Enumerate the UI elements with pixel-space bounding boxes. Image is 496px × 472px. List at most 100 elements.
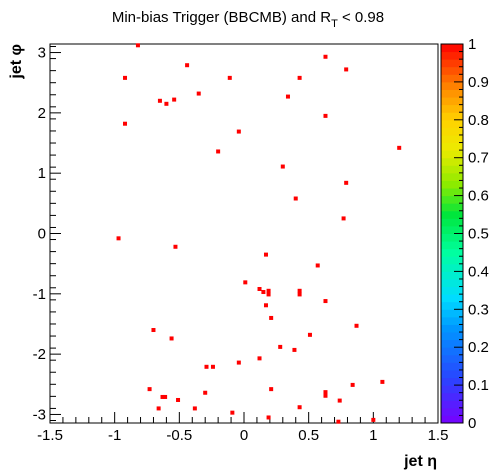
data-point (157, 98, 162, 103)
palette-cell (441, 180, 463, 189)
palette-cell (441, 385, 463, 394)
x-tick-label: -1 (108, 427, 121, 444)
x-tick-label: 1.5 (428, 427, 449, 444)
data-point (297, 405, 302, 410)
data-point (323, 113, 328, 118)
palette-cell (441, 165, 463, 174)
data-point (285, 94, 290, 99)
data-point (278, 344, 283, 349)
data-point (151, 328, 156, 333)
data-point (164, 101, 169, 106)
palette-cell (441, 225, 463, 234)
data-point (297, 75, 302, 80)
palette-cell (441, 142, 463, 151)
palette-tick-label: 0.9 (468, 74, 489, 91)
palette-cell (441, 362, 463, 371)
palette-cell (441, 286, 463, 295)
palette-cell (441, 407, 463, 416)
palette-cell (441, 134, 463, 144)
data-point (263, 252, 268, 257)
data-point (123, 121, 128, 126)
palette-cell (441, 294, 463, 303)
palette-tick-label: 0.3 (468, 301, 489, 318)
palette-cell (441, 271, 463, 280)
data-point (204, 364, 209, 369)
data-point (160, 394, 165, 399)
data-point (337, 398, 342, 403)
palette-cell (441, 400, 463, 409)
data-point (397, 145, 402, 150)
palette-cell (441, 66, 463, 75)
y-tick-label: -1 (33, 286, 46, 303)
data-point (323, 299, 328, 304)
y-tick-label: -3 (33, 406, 46, 423)
palette-cell (441, 74, 463, 83)
palette-cell (441, 233, 463, 242)
palette-cell (441, 316, 463, 325)
y-tick-label: -2 (33, 346, 46, 363)
x-tick-label: 0.5 (298, 427, 319, 444)
palette-tick-label: 0.4 (468, 263, 489, 280)
palette-cell (441, 127, 463, 136)
palette-cell (441, 369, 463, 379)
data-point (196, 91, 201, 96)
data-point (227, 75, 232, 80)
data-point (336, 419, 341, 424)
data-point (263, 303, 268, 308)
data-point (269, 387, 274, 392)
data-point (173, 244, 178, 249)
data-point (216, 149, 221, 154)
data-point (269, 315, 274, 320)
x-axis-title: jet η (403, 453, 437, 470)
x-tick-label: 0 (240, 427, 248, 444)
y-tick-label: 1 (38, 165, 46, 182)
palette-cell (441, 195, 463, 204)
data-point (210, 364, 215, 369)
y-axis: -3 -2 -1 0 1 2 3 (33, 45, 61, 423)
y-tick-label: 3 (38, 45, 46, 62)
data-point (380, 379, 385, 384)
data-point (257, 286, 262, 291)
data-point (350, 382, 355, 387)
palette-cell (441, 263, 463, 272)
palette-cell (441, 241, 463, 250)
palette-cell (441, 218, 463, 227)
palette-tick-label: 0 (468, 415, 476, 432)
data-point (257, 356, 262, 361)
palette-tick-label: 0.8 (468, 112, 489, 129)
data-point (371, 417, 376, 422)
y-tick-label: 2 (38, 105, 46, 122)
palette-cell (441, 301, 463, 310)
data-point (176, 397, 181, 402)
data-point (344, 180, 349, 185)
data-point (172, 97, 177, 102)
palette-cell (441, 339, 463, 348)
data-point (297, 288, 302, 293)
palette-cell (441, 59, 463, 68)
palette-tick-label: 0.7 (468, 150, 489, 167)
palette-axis: 0 0.1 0.2 0.3 0.4 0.5 0.6 0.7 0.8 0.9 1 (454, 36, 489, 432)
palette-cell (441, 203, 463, 212)
palette-cell (441, 347, 463, 356)
palette-cell (441, 392, 463, 401)
data-point (230, 410, 235, 415)
data-point (323, 393, 328, 398)
data-point (261, 290, 266, 295)
palette-cell (441, 188, 463, 197)
palette-cell (441, 354, 463, 363)
data-point (280, 164, 285, 169)
palette-cell (441, 210, 463, 219)
data-point (123, 75, 128, 80)
palette-cell (441, 157, 463, 166)
data-point (323, 54, 328, 59)
data-point (243, 280, 248, 285)
palette-tick-label: 0.5 (468, 226, 489, 243)
palette-cell (441, 97, 463, 106)
palette-cell (441, 104, 463, 113)
x-tick-label: 1 (369, 427, 377, 444)
data-point (236, 360, 241, 365)
palette-cell (441, 278, 463, 288)
data-point (192, 406, 197, 411)
